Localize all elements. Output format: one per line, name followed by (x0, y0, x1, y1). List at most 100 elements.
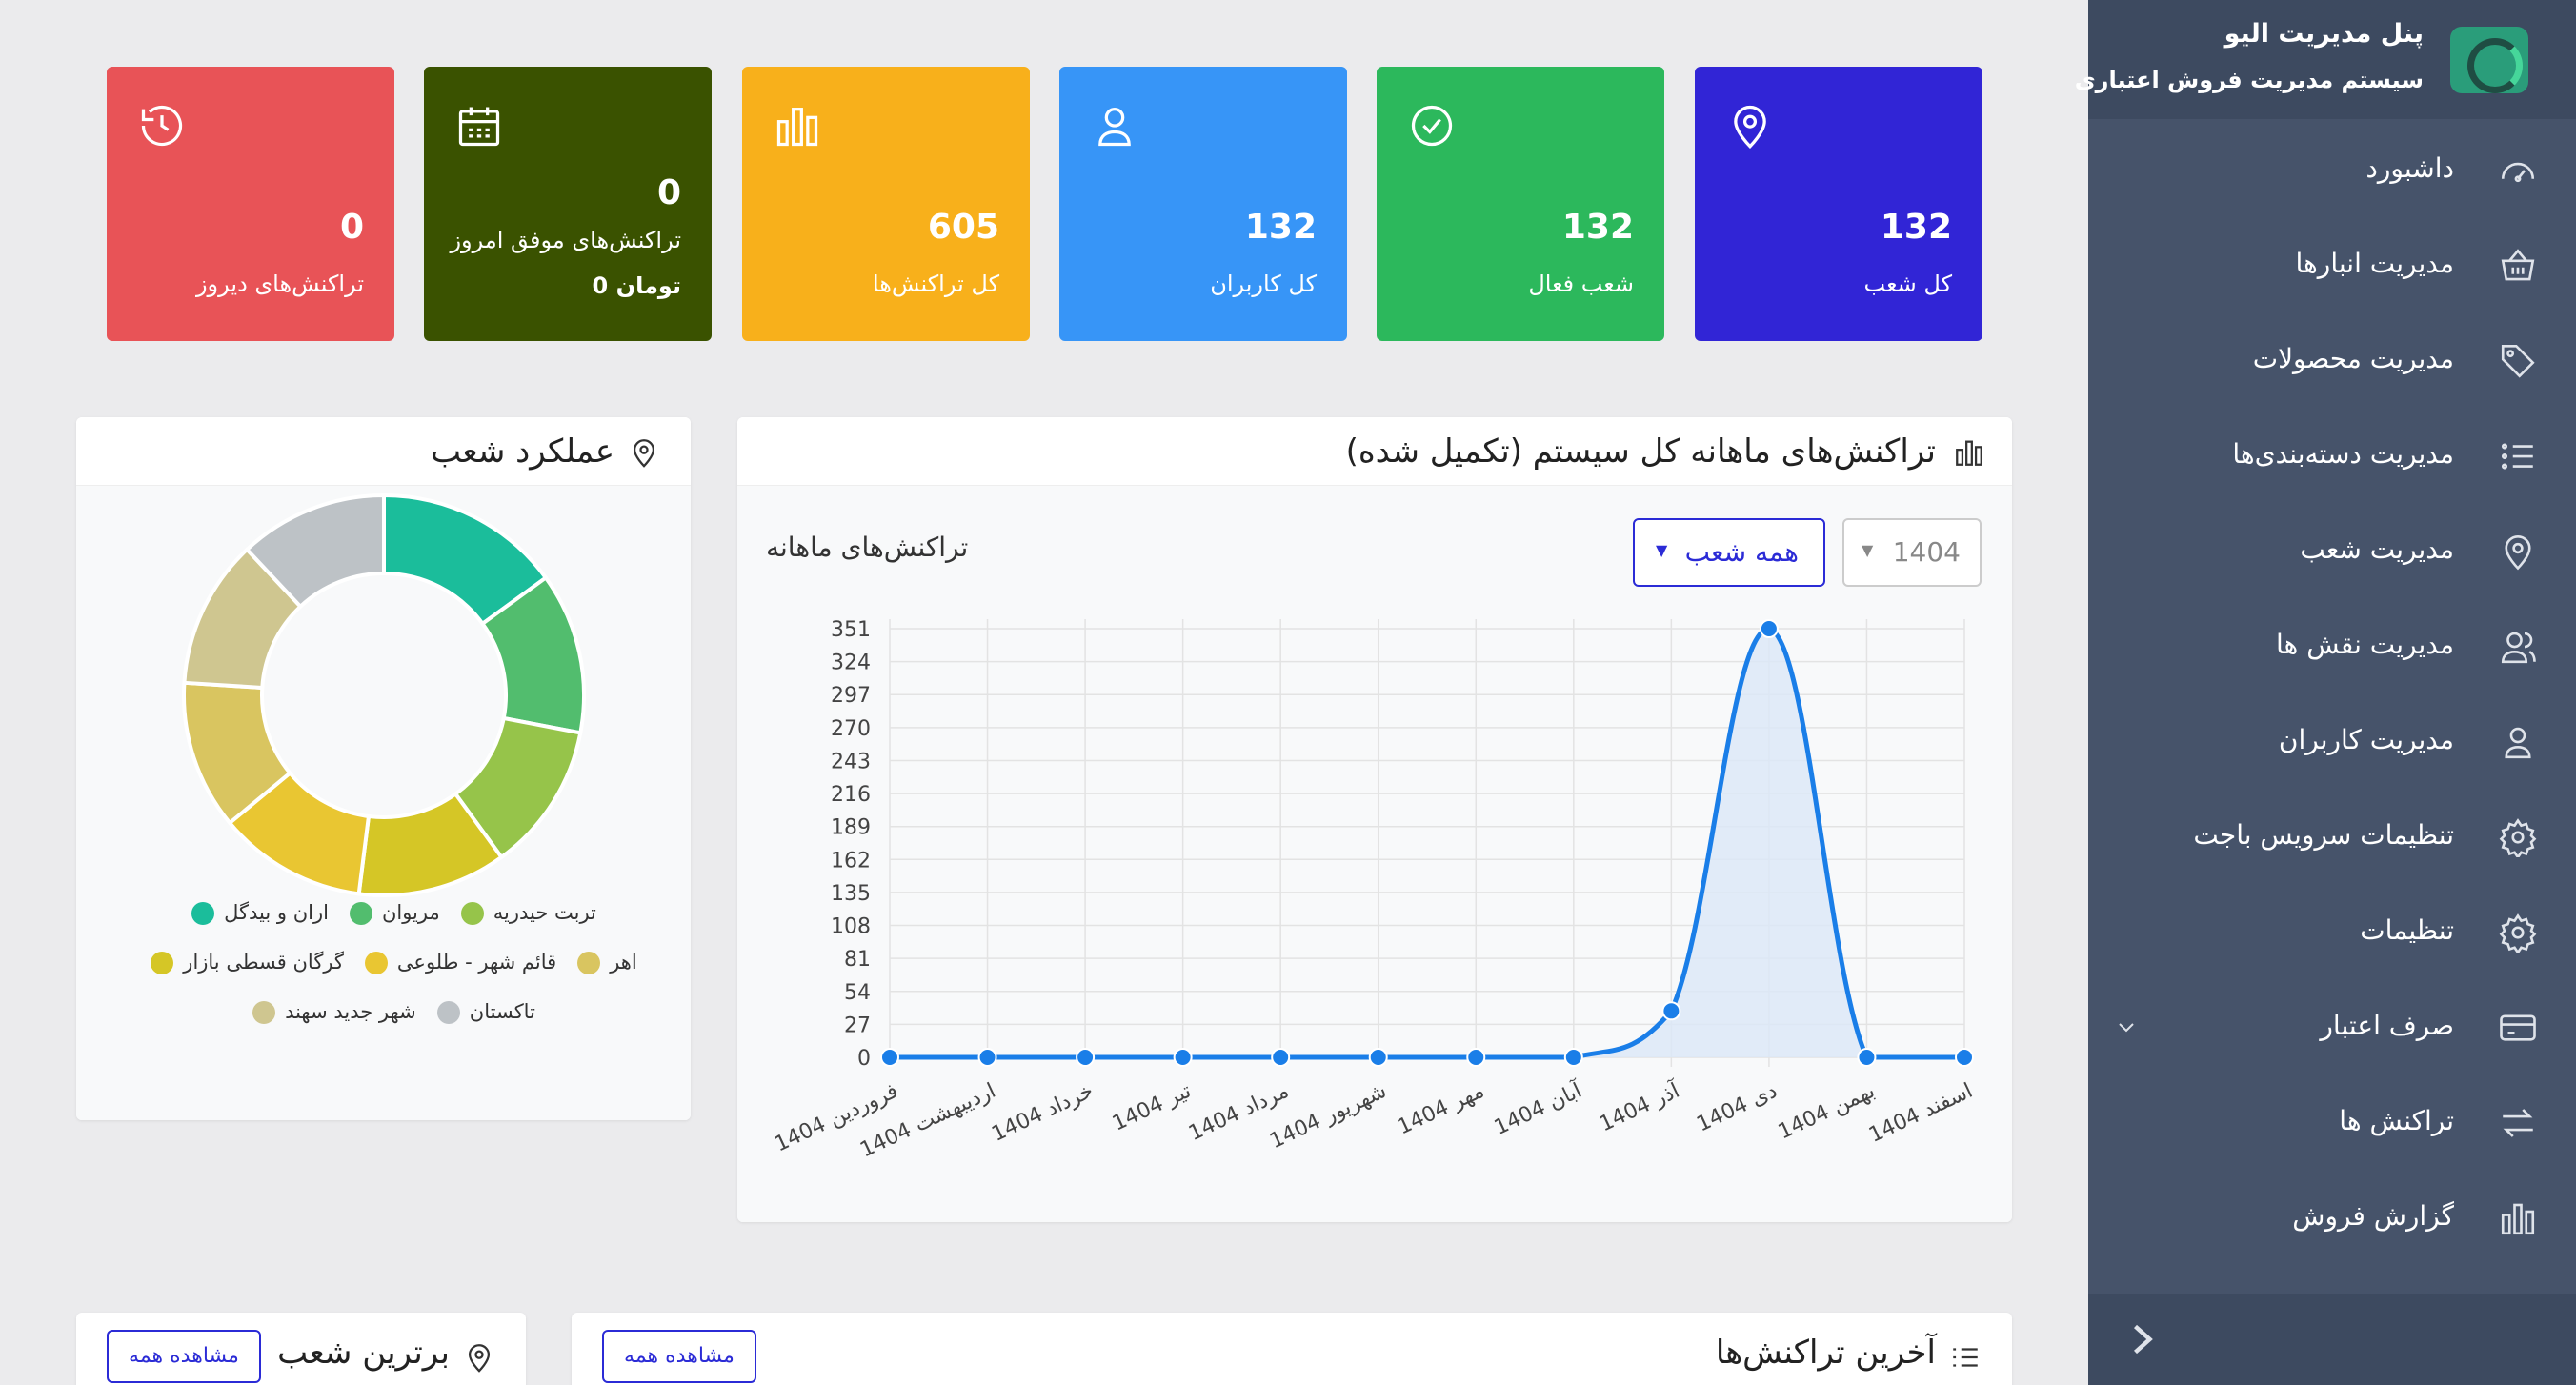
data-point[interactable] (1271, 1048, 1291, 1067)
location-pin-icon (2505, 534, 2531, 571)
card-value: 0 (656, 173, 681, 212)
app-logo (2450, 27, 2528, 93)
legend-item[interactable]: قائم شهر - طلوعی (364, 951, 556, 974)
panel-title: تراکنش‌های ماهانه کل سیستم (تکمیل شده) (1345, 432, 1936, 471)
sidebar-item-users[interactable]: مدیریت کاربران (2088, 693, 2576, 789)
legend-swatch (577, 952, 601, 974)
data-point[interactable] (1759, 619, 1779, 638)
dashboard-icon (2501, 162, 2535, 183)
y-tick-label: 324 (831, 652, 871, 675)
sidebar-item-transactions[interactable]: تراکنش ها (2088, 1074, 2576, 1170)
legend-label: گرگان قسطی بازار (183, 951, 344, 974)
x-tick-label: آذر 1404 (1595, 1077, 1683, 1137)
data-point[interactable] (977, 1048, 997, 1067)
sidebar-item-products[interactable]: مدیریت محصولات (2088, 312, 2576, 408)
sidebar-item-label: تنظیمات (2360, 914, 2454, 946)
y-tick-label: 189 (831, 816, 871, 840)
card-value: 132 (1244, 208, 1317, 247)
y-tick-label: 297 (831, 684, 871, 708)
donut-slice[interactable] (244, 492, 386, 610)
panel-body: تراکنش‌های ماهانه 1404 ▼ همه شعب ▼ 0 27 54… (737, 486, 2012, 1222)
sidebar-item-label: داشبورد (2365, 152, 2454, 184)
legend-item[interactable]: اران و بیدگل (191, 901, 329, 925)
legend-swatch (460, 902, 484, 925)
sidebar-item-roles[interactable]: مدیریت نقش ها (2088, 598, 2576, 693)
sidebar-item-label: تراکنش ها (2339, 1105, 2454, 1136)
data-point[interactable] (1563, 1048, 1583, 1067)
data-point[interactable] (1076, 1048, 1096, 1067)
data-point[interactable] (1466, 1048, 1486, 1067)
year-select-value: 1404 (1892, 536, 1961, 568)
chevron-right-icon[interactable] (2128, 1322, 2157, 1356)
sidebar-item-credit-spend[interactable]: صرف اعتبار (2088, 979, 2576, 1074)
location-pin-icon (468, 1344, 491, 1373)
sidebar-item-warehouses[interactable]: مدیریت انبارها (2088, 217, 2576, 312)
chart-subtitle: تراکنش‌های ماهانه (766, 532, 969, 563)
x-tick-label: آبان 1404 (1490, 1077, 1586, 1140)
data-point[interactable] (1661, 1001, 1681, 1021)
monthly-transactions-panel: تراکنش‌های ماهانه کل سیستم (تکمیل شده) ت… (737, 417, 2012, 1222)
card-today-successful: 0 تراکنش‌های موفق امروز 0 تومان (424, 67, 712, 341)
sidebar-item-label: گزارش فروش (2292, 1200, 2454, 1232)
sidebar-item-settings[interactable]: تنظیمات (2088, 884, 2576, 979)
sidebar-item-branches[interactable]: مدیریت شعب (2088, 503, 2576, 598)
sidebar-header: پنل مدیریت الیو سیستم مدیریت فروش اعتبار… (2075, 0, 2576, 119)
sidebar-item-sales-report[interactable]: گزارش فروش (2088, 1170, 2576, 1265)
top-branches-panel: برترین شعب مشاهده همه (76, 1313, 526, 1385)
legend-swatch (252, 1001, 276, 1024)
branch-select-value: همه شعب (1684, 536, 1799, 568)
data-point[interactable] (1173, 1048, 1193, 1067)
view-all-button[interactable]: مشاهده همه (107, 1330, 261, 1383)
card-value: 0 (339, 208, 364, 247)
sidebar-item-categories[interactable]: مدیریت دسته‌بندی‌ها (2088, 408, 2576, 503)
card-total-branches: 132 کل شعب (1695, 67, 1982, 341)
legend-item[interactable]: تاکستان (436, 1000, 535, 1024)
line-chart: 0275481108135162189216243270297324351فرو… (771, 618, 1976, 1162)
branch-select[interactable]: همه شعب ▼ (1633, 518, 1825, 587)
legend-label: تاکستان (469, 1000, 535, 1023)
year-select[interactable]: 1404 ▼ (1842, 518, 1982, 587)
app-title: پنل مدیریت الیو (2224, 19, 2424, 49)
data-point[interactable] (1368, 1048, 1388, 1067)
credit-card-icon (2500, 1014, 2536, 1041)
card-value: 605 (927, 208, 999, 247)
panel-title: عملکرد شعب (431, 432, 614, 471)
legend-item[interactable]: اهر (577, 951, 637, 974)
panel-title: برترین شعب (277, 1334, 450, 1372)
legend-item[interactable]: تربت حیدریه (460, 901, 596, 925)
card-label: کل تراکنش‌ها (872, 271, 999, 297)
legend-item[interactable]: مریوان (349, 901, 440, 925)
y-tick-label: 243 (831, 750, 871, 773)
sidebar-item-label: مدیریت نقش ها (2276, 629, 2454, 660)
card-yesterday-transactions: 0 تراکنش‌های دیروز (107, 67, 394, 341)
legend-swatch (364, 952, 388, 974)
legend-item[interactable]: گرگان قسطی بازار (151, 951, 344, 974)
legend-item[interactable]: شهر جدید سهند (252, 1000, 416, 1024)
transfer-arrows-icon (2503, 1109, 2533, 1137)
recent-transactions-panel: آخرین تراکنش‌ها مشاهده همه (572, 1313, 2012, 1385)
panel-header: تراکنش‌های ماهانه کل سیستم (تکمیل شده) (737, 417, 2012, 486)
view-all-button[interactable]: مشاهده همه (602, 1330, 756, 1383)
chevron-down-icon[interactable] (2117, 1017, 2136, 1036)
location-pin-icon (633, 439, 655, 468)
sidebar-item-budget-settings[interactable]: تنظیمات سرویس باجت (2088, 789, 2576, 884)
card-label: تراکنش‌های موفق امروز (450, 227, 681, 253)
data-point[interactable] (880, 1048, 899, 1067)
legend-label: اهر (610, 951, 637, 974)
branch-performance-panel: عملکرد شعب تربت حیدریه مریوان اران و بیدگل… (76, 417, 691, 1120)
data-point[interactable] (1955, 1048, 1974, 1067)
data-point[interactable] (1857, 1048, 1877, 1067)
users-icon (2501, 632, 2536, 664)
sidebar-item-label: مدیریت شعب (2300, 533, 2454, 565)
sidebar-item-label: مدیریت انبارها (2295, 248, 2455, 279)
card-value: 132 (1561, 208, 1634, 247)
x-tick-label: اسفند 1404 (1865, 1079, 1976, 1148)
legend-label: مریوان (381, 901, 440, 924)
card-amount: 0 تومان (592, 272, 681, 299)
caret-down-icon: ▼ (1862, 541, 1874, 559)
y-tick-label: 135 (831, 882, 871, 906)
sidebar-item-dashboard[interactable]: داشبورد (2088, 122, 2576, 217)
card-label: تراکنش‌های دیروز (195, 271, 364, 297)
sidebar-item-label: تنظیمات سرویس باجت (2193, 819, 2454, 851)
x-tick-label: خرداد 1404 (988, 1079, 1097, 1147)
